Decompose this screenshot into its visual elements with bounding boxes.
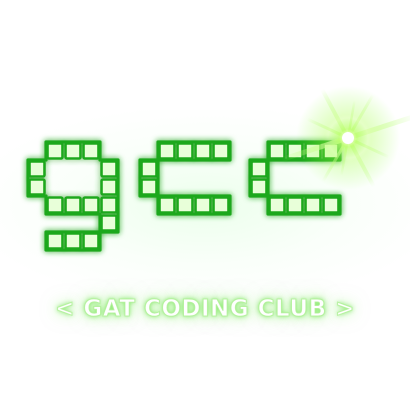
pixel-tile [250,160,268,178]
pixel-tile [46,232,64,250]
lens-flare-sparkle-icon [280,86,410,190]
pixel-tile [194,142,212,160]
letter-outline [138,140,232,216]
pixel-tile [64,232,82,250]
pixel-tile [176,142,194,160]
pixel-tile [212,142,230,160]
pixel-tile [268,142,286,160]
pixel-tile [176,196,194,214]
pixel-tile [140,178,158,196]
letter-outline [26,140,120,252]
pixel-tile [100,178,118,196]
pixel-tile [322,196,340,214]
pixel-tile [100,214,118,232]
pixel-tile [28,160,46,178]
pixel-tile [140,160,158,178]
pixel-tile [100,196,118,214]
pixel-tile [82,196,100,214]
letter-c-first [138,140,232,216]
pixel-tile [64,142,82,160]
pixel-tile [46,196,64,214]
pixel-tile [82,232,100,250]
pixel-tile [212,196,230,214]
pixel-tile [100,160,118,178]
pixel-tile [194,196,212,214]
pixel-tile [304,196,322,214]
letter-g [26,140,120,252]
pixel-tile [268,196,286,214]
pixel-tile [158,196,176,214]
pixel-tile [286,196,304,214]
pixel-tile [46,142,64,160]
left-chevron: < [55,296,75,323]
pixel-tile [158,142,176,160]
pixel-tile [28,178,46,196]
pixel-tile [82,142,100,160]
right-chevron: > [335,296,355,323]
tagline-text: GAT CODING CLUB [83,296,327,323]
pixel-tile [250,178,268,196]
pixel-tile [64,196,82,214]
tagline: < GAT CODING CLUB > [0,296,410,323]
